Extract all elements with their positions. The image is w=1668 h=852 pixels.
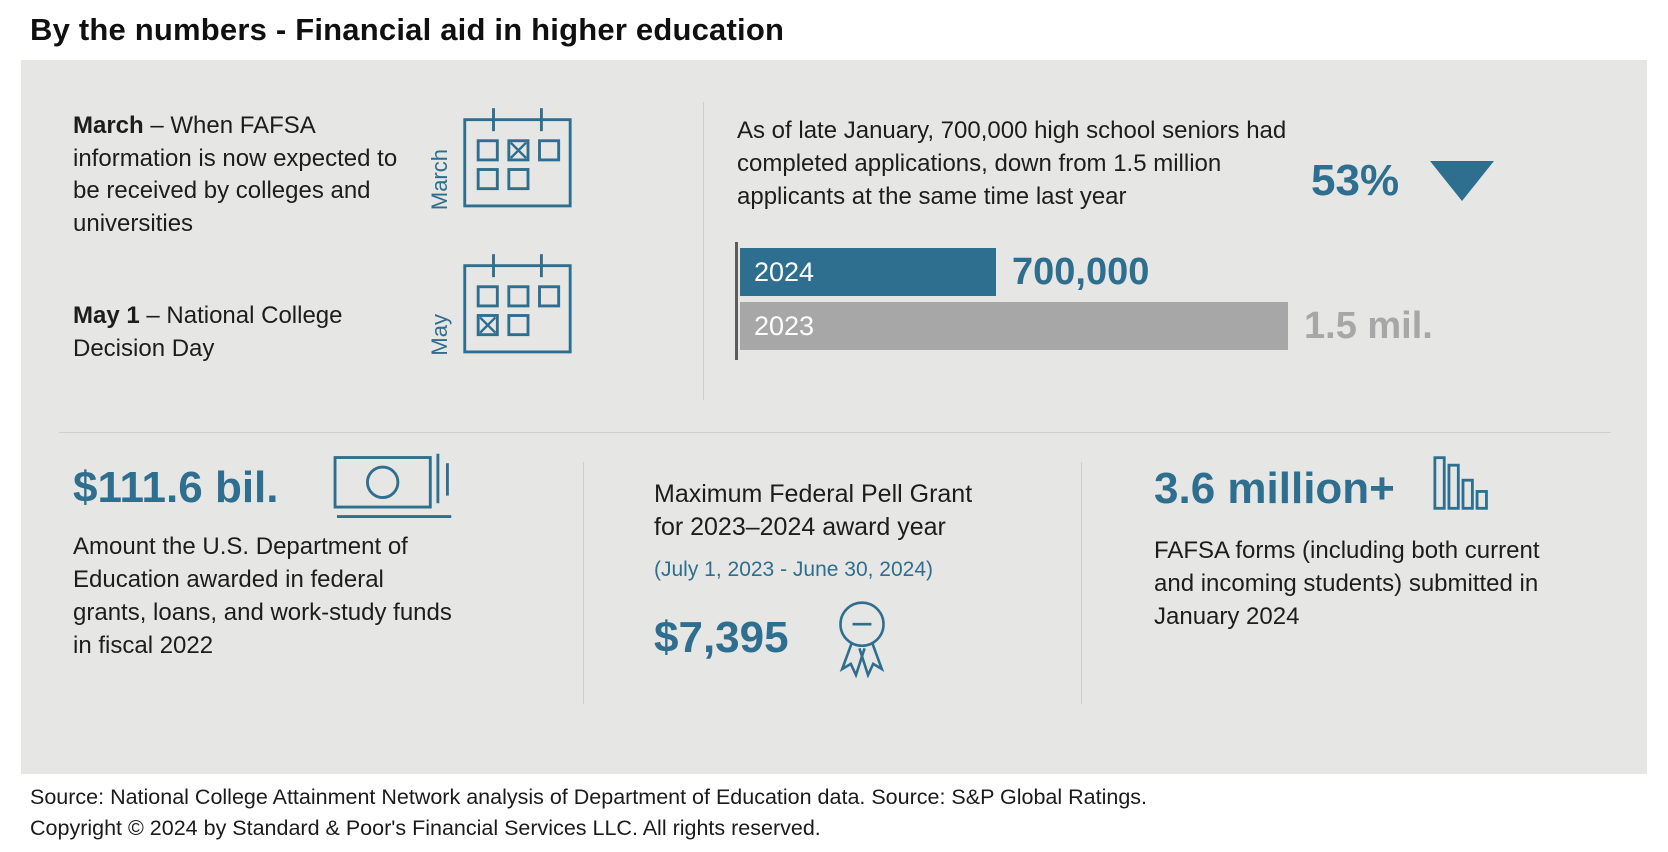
bar-2023-label: 2023 bbox=[754, 310, 815, 341]
calendar-march-label: March bbox=[427, 148, 452, 210]
footer: Source: National College Attainment Netw… bbox=[30, 782, 1147, 843]
fafsa-forms-description: FAFSA forms (including both current and … bbox=[1154, 537, 1540, 631]
divider-horizontal bbox=[59, 432, 1611, 433]
footer-copyright: Copyright © 2024 by Standard & Poor's Fi… bbox=[30, 815, 821, 840]
timeline-march-text: March – When FAFSA information is now ex… bbox=[73, 110, 428, 241]
bar-2023: 2023 bbox=[740, 302, 1288, 350]
down-triangle-icon bbox=[1430, 161, 1495, 201]
bar-2024-label: 2024 bbox=[754, 256, 815, 287]
timeline-may-text: May 1 – National College Decision Day bbox=[73, 300, 383, 365]
banknote-icon bbox=[333, 453, 451, 518]
bar-2024: 2024 bbox=[740, 248, 996, 296]
bar-2023-value: 1.5 mil. bbox=[1304, 304, 1433, 347]
applications-description: As of late January, 700,000 high school … bbox=[737, 117, 1287, 210]
stat-federal-aid: $111.6 bil. bbox=[73, 448, 459, 528]
fafsa-forms-headline: 3.6 million+ bbox=[1154, 464, 1395, 513]
calendar-may-label: May bbox=[427, 314, 452, 356]
calendar-march-icon bbox=[463, 108, 572, 208]
stat-fafsa-forms: 3.6 million+ bbox=[1154, 452, 1493, 514]
timeline-may-bold: May 1 bbox=[73, 302, 140, 329]
bar-row-2024: 2024 700,000 bbox=[740, 248, 1433, 296]
percent-change-value: 53% bbox=[1311, 156, 1400, 205]
pell-grant-subtitle: (July 1, 2023 - June 30, 2024) bbox=[654, 558, 934, 581]
timeline-may-rest: – National College Decision Day bbox=[73, 302, 343, 362]
fafsa-applications-chart: 2024 700,000 2023 1.5 mil. bbox=[735, 242, 1433, 360]
stat-federal-aid-description: Amount the U.S. Department of Education … bbox=[73, 533, 452, 660]
divider-vertical-bottom-2 bbox=[1081, 462, 1082, 704]
main-panel: March – When FAFSA information is now ex… bbox=[21, 60, 1647, 774]
bar-2024-value: 700,000 bbox=[1012, 250, 1150, 293]
column-chart-icon bbox=[1433, 456, 1488, 510]
page-title: By the numbers - Financial aid in higher… bbox=[30, 12, 785, 47]
divider-vertical-top bbox=[703, 102, 704, 400]
timeline-march-rest: – When FAFSA information is now expected… bbox=[73, 112, 398, 237]
stat-pell-grant: $7,395 bbox=[654, 598, 893, 678]
calendar-march: March bbox=[427, 106, 574, 210]
divider-vertical-bottom-1 bbox=[583, 462, 584, 704]
footer-source: Source: National College Attainment Netw… bbox=[30, 785, 1148, 809]
percent-change: 53% bbox=[1311, 156, 1495, 206]
pell-grant-title: Maximum Federal Pell Grant for 2023–2024… bbox=[654, 480, 973, 542]
calendar-may: May bbox=[427, 252, 574, 356]
pell-grant-headline: $7,395 bbox=[654, 613, 789, 662]
stat-federal-aid-headline: $111.6 bil. bbox=[73, 463, 279, 512]
medal-icon bbox=[838, 601, 885, 678]
bar-row-2023: 2023 1.5 mil. bbox=[740, 302, 1433, 350]
timeline-march-bold: March bbox=[73, 112, 144, 139]
calendar-may-icon bbox=[463, 254, 572, 354]
